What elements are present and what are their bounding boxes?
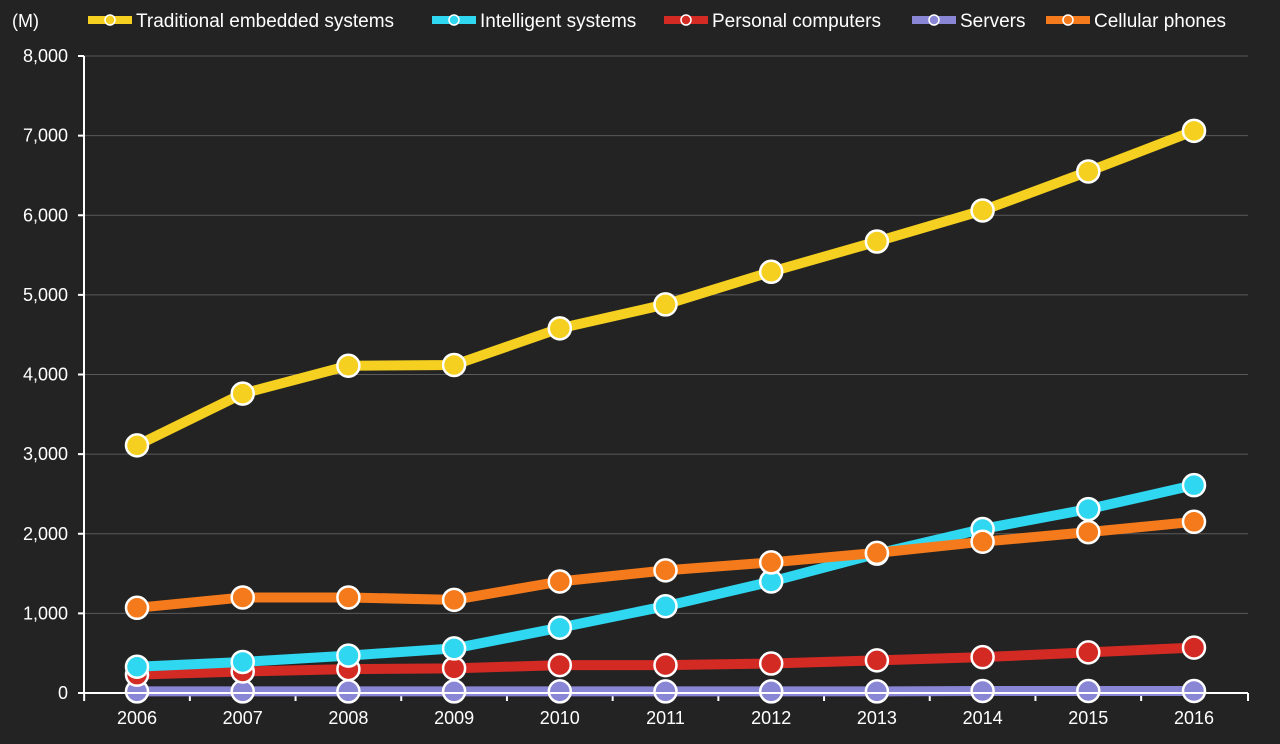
y-tick-label: 0 <box>58 683 68 703</box>
data-point-cellular-phones <box>653 558 678 583</box>
x-tick-label: 2006 <box>117 708 157 728</box>
data-point-cellular-phones <box>336 585 361 610</box>
legend-swatch-marker <box>448 14 460 26</box>
data-point-servers <box>653 679 678 704</box>
x-tick-label: 2009 <box>434 708 474 728</box>
data-point-traditional-embedded-systems <box>653 292 678 317</box>
data-point-cellular-phones <box>970 529 995 554</box>
y-tick-label: 3,000 <box>23 444 68 464</box>
data-point-intelligent-systems <box>1181 472 1207 498</box>
y-tick-label: 7,000 <box>23 126 68 146</box>
data-point-traditional-embedded-systems <box>758 259 784 285</box>
legend-label: Intelligent systems <box>480 11 636 32</box>
data-point-servers <box>441 679 467 704</box>
legend-item-intelligent-systems: Intelligent systems <box>432 11 636 32</box>
data-point-personal-computers <box>1181 635 1207 660</box>
data-point-cellular-phones <box>547 569 573 594</box>
legend-item-servers: Servers <box>912 11 1025 32</box>
data-point-traditional-embedded-systems <box>864 229 890 254</box>
data-point-traditional-embedded-systems <box>336 353 361 378</box>
x-tick-label: 2013 <box>857 708 897 728</box>
legend-swatch-marker <box>928 14 940 26</box>
data-point-intelligent-systems <box>653 593 678 619</box>
x-tick-label: 2015 <box>1068 708 1108 728</box>
data-point-traditional-embedded-systems <box>230 381 255 406</box>
data-point-servers <box>547 679 573 704</box>
legend-item-cellular-phones: Cellular phones <box>1046 11 1226 32</box>
data-point-traditional-embedded-systems <box>1076 159 1101 184</box>
legend-swatch-marker <box>680 14 692 26</box>
y-tick-label: 1,000 <box>23 603 68 623</box>
data-point-personal-computers <box>758 651 784 676</box>
legend-label: Cellular phones <box>1094 11 1226 32</box>
data-point-traditional-embedded-systems <box>1181 118 1207 144</box>
legend-label: Servers <box>960 11 1025 32</box>
data-point-servers <box>1181 678 1207 704</box>
data-point-intelligent-systems <box>336 643 361 668</box>
y-tick-label: 4,000 <box>23 365 68 385</box>
data-point-traditional-embedded-systems <box>547 316 573 341</box>
y-tick-label: 8,000 <box>23 46 68 66</box>
x-tick-label: 2012 <box>751 708 791 728</box>
legend-item-traditional-embedded-systems: Traditional embedded systems <box>88 11 394 32</box>
data-point-personal-computers <box>547 652 573 678</box>
data-point-traditional-embedded-systems <box>970 198 995 223</box>
series-line-traditional-embedded-systems <box>132 125 1199 451</box>
data-point-cellular-phones <box>441 587 467 613</box>
legend-label: Traditional embedded systems <box>136 11 394 32</box>
data-point-servers <box>758 679 784 704</box>
x-tick-label: 2016 <box>1174 708 1214 728</box>
data-point-cellular-phones <box>1076 519 1101 545</box>
data-point-intelligent-systems <box>124 654 150 679</box>
data-point-cellular-phones <box>1181 509 1207 535</box>
data-point-intelligent-systems <box>1076 496 1101 522</box>
y-tick-label: 5,000 <box>23 285 68 305</box>
legend-swatch-marker <box>1062 14 1074 26</box>
y-tick-label: 2,000 <box>23 524 68 544</box>
data-point-personal-computers <box>1076 640 1101 665</box>
data-point-traditional-embedded-systems <box>124 433 150 458</box>
x-axis-ticks: 2006 2007 2008 2009 2010 2011 2012 2013 2014 2015… <box>83 693 1249 728</box>
y-tick-label: 6,000 <box>23 205 68 225</box>
legend-label: Personal computers <box>712 11 881 32</box>
y-axis-unit-label: (M) <box>12 11 39 31</box>
data-point-servers <box>1076 678 1101 704</box>
data-point-servers <box>970 678 995 704</box>
x-tick-label: 2011 <box>646 708 685 728</box>
x-tick-label: 2014 <box>963 708 1003 728</box>
legend-swatch-marker <box>104 14 116 26</box>
data-point-servers <box>864 679 890 704</box>
x-tick-label: 2008 <box>328 708 368 728</box>
legend-item-personal-computers: Personal computers <box>664 11 881 32</box>
x-tick-label: 2010 <box>540 708 580 728</box>
legend: Traditional embedded systems Intelligent … <box>88 11 1226 32</box>
data-point-cellular-phones <box>758 550 784 575</box>
y-axis-ticks: 0 1,000 2,000 3,000 4,000 5,000 6,000 7,000 8,00… <box>23 46 84 703</box>
data-point-personal-computers <box>653 652 678 678</box>
data-point-intelligent-systems <box>547 615 573 640</box>
x-tick-label: 2007 <box>223 708 263 728</box>
data-point-personal-computers <box>864 648 890 673</box>
series-points <box>124 118 1207 704</box>
data-point-intelligent-systems <box>230 649 255 675</box>
data-point-intelligent-systems <box>441 636 467 661</box>
data-point-cellular-phones <box>864 540 890 566</box>
data-point-cellular-phones <box>124 595 150 621</box>
data-point-cellular-phones <box>230 585 255 610</box>
data-point-traditional-embedded-systems <box>441 352 467 378</box>
data-point-personal-computers <box>970 644 995 670</box>
data-point-servers <box>336 679 361 704</box>
